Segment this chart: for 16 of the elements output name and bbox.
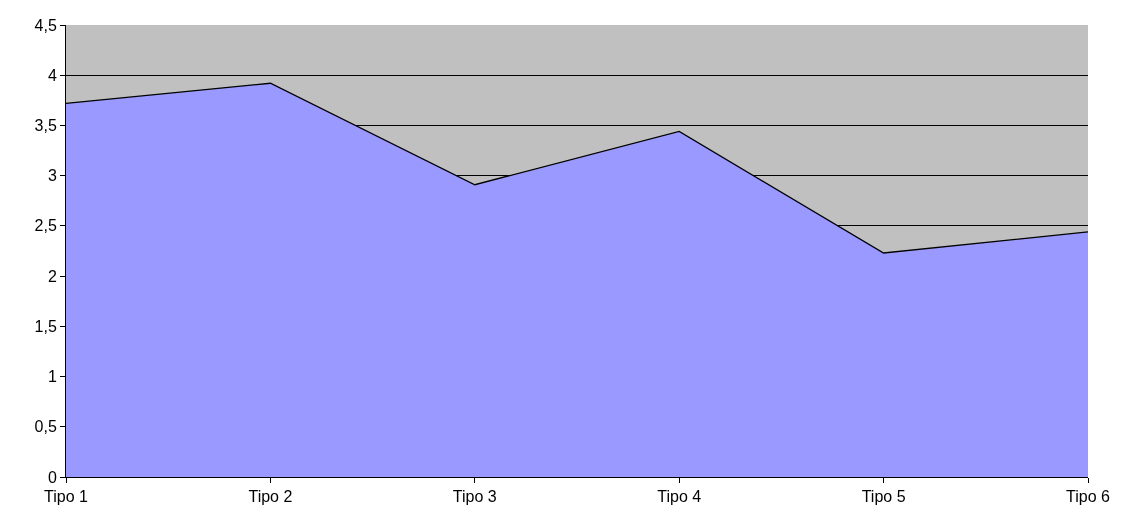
y-tick-label: 4	[47, 66, 57, 84]
y-tick-label: 2,5	[34, 217, 57, 235]
x-tick-label: Tipo 3	[452, 488, 497, 506]
x-tick-label: Tipo 5	[861, 488, 906, 506]
y-tick-label: 3	[47, 167, 57, 185]
y-tick-label: 0,5	[34, 418, 57, 436]
y-tick-label: 2	[47, 267, 57, 285]
y-tick-label: 1,5	[34, 317, 57, 335]
y-tick-label: 0	[47, 468, 57, 486]
x-tick-label: Tipo 2	[248, 488, 293, 506]
x-tick-label: Tipo 4	[657, 488, 702, 506]
y-tick-label: 1	[47, 368, 57, 386]
y-tick-label: 3,5	[34, 117, 57, 135]
x-tick-label: Tipo 6	[1066, 488, 1111, 506]
y-tick-label: 4,5	[34, 16, 57, 34]
x-tick-label: Tipo 1	[44, 488, 89, 506]
